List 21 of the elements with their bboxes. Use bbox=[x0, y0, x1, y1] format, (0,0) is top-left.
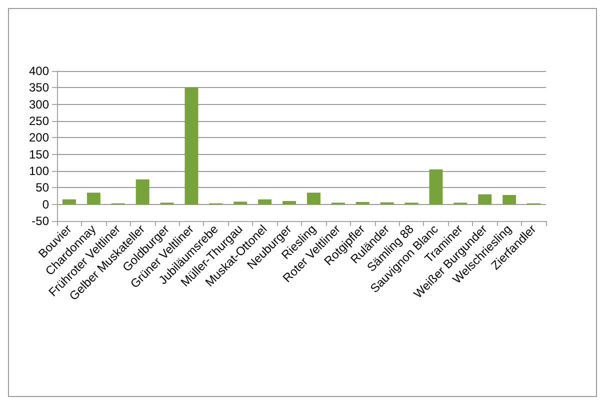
y-tick-label: 200 bbox=[28, 130, 50, 145]
y-tick-label: 300 bbox=[28, 97, 50, 112]
y-tick-label: 400 bbox=[28, 64, 50, 78]
bar bbox=[184, 88, 198, 204]
y-tick-label: 250 bbox=[28, 114, 50, 128]
y-tick-label: -50 bbox=[32, 214, 50, 228]
y-tick-label: 0 bbox=[42, 197, 50, 212]
bar bbox=[282, 201, 296, 204]
bar bbox=[478, 194, 492, 204]
y-tick-label: 50 bbox=[36, 180, 50, 195]
bar bbox=[429, 169, 443, 204]
bar bbox=[502, 195, 516, 204]
y-tick-label: 350 bbox=[28, 80, 50, 95]
bar bbox=[234, 202, 248, 204]
bar bbox=[307, 192, 320, 204]
y-tick-label: 100 bbox=[28, 164, 50, 178]
bar bbox=[86, 192, 100, 204]
y-tick-label: 150 bbox=[28, 147, 50, 162]
bar bbox=[258, 199, 272, 204]
bar bbox=[136, 179, 150, 204]
bar bbox=[62, 199, 76, 204]
